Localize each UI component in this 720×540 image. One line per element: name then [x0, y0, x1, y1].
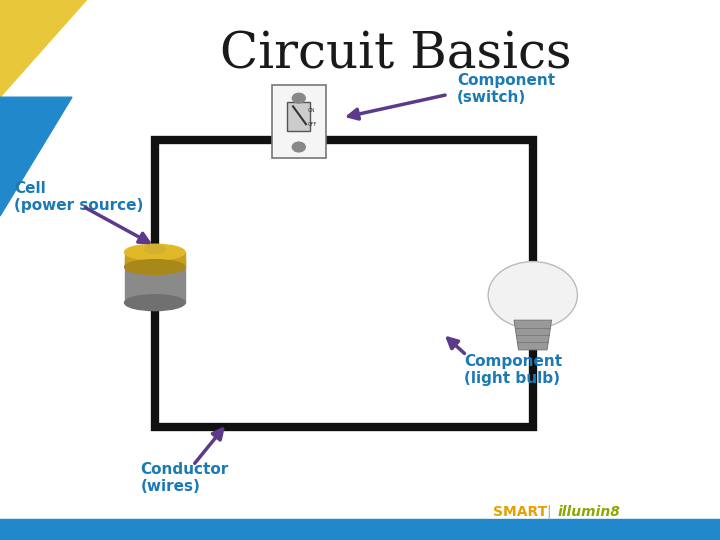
Circle shape	[292, 93, 305, 103]
Ellipse shape	[125, 260, 185, 274]
Text: Circuit Basics: Circuit Basics	[220, 30, 572, 79]
Circle shape	[488, 261, 577, 328]
Bar	[125, 252, 185, 267]
Polygon shape	[0, 97, 72, 216]
Ellipse shape	[144, 245, 166, 253]
Text: ON: ON	[307, 108, 315, 113]
Text: Component
(switch): Component (switch)	[457, 73, 555, 105]
Ellipse shape	[125, 244, 185, 260]
Bar	[287, 102, 310, 131]
Text: illumin8: illumin8	[558, 505, 621, 519]
Polygon shape	[0, 0, 86, 97]
Bar	[0, 519, 720, 540]
Ellipse shape	[125, 295, 185, 310]
Bar	[155, 140, 533, 427]
Bar	[272, 85, 325, 158]
Polygon shape	[514, 320, 552, 350]
Text: OFF: OFF	[307, 122, 317, 127]
Text: Component
(light bulb): Component (light bulb)	[464, 354, 562, 386]
Text: SMART: SMART	[493, 505, 547, 519]
Text: |: |	[546, 505, 551, 519]
Bar	[125, 258, 185, 302]
Circle shape	[292, 142, 305, 152]
Text: Conductor
(wires): Conductor (wires)	[140, 462, 229, 494]
Text: Cell
(power source): Cell (power source)	[14, 181, 144, 213]
